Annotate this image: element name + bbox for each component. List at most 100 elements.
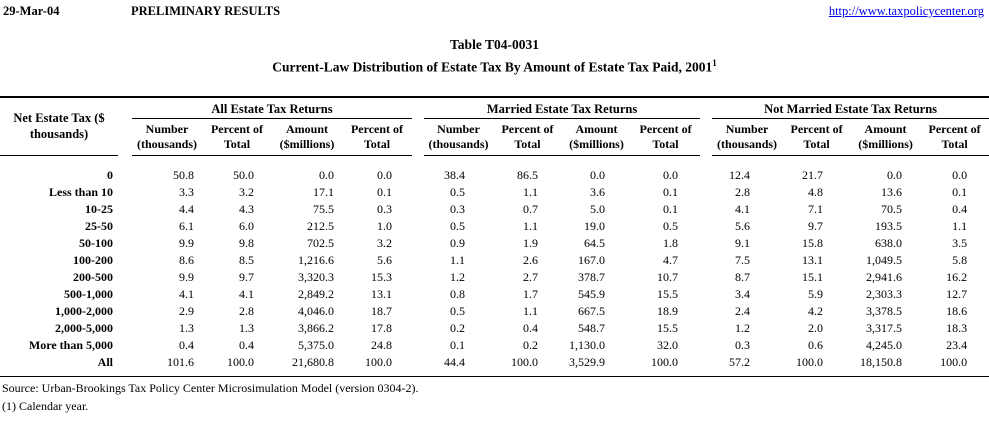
group-header-married: Married Estate Tax Returns bbox=[424, 98, 701, 119]
cell: 4.4 bbox=[179, 202, 194, 216]
cell: 0.4 bbox=[179, 338, 194, 352]
column-gap bbox=[700, 303, 712, 320]
taxpolicycenter-link[interactable]: http://www.taxpolicycenter.org bbox=[828, 4, 984, 18]
cell: 1.1 bbox=[450, 253, 466, 267]
column-header-amount: Amount ($millions) bbox=[851, 118, 921, 156]
cell: 1.7 bbox=[523, 287, 539, 301]
table-subtitle: Current-Law Distribution of Estate Tax B… bbox=[0, 58, 989, 76]
column-gap bbox=[412, 252, 424, 269]
column-gap bbox=[700, 167, 712, 184]
cell: 57.2 bbox=[729, 355, 751, 369]
cell: 5.6 bbox=[377, 253, 393, 267]
cell: 702.5 bbox=[307, 236, 334, 250]
column-gap bbox=[412, 167, 424, 184]
column-header-row: Number (thousands) Percent of Total Amou… bbox=[0, 118, 989, 156]
column-gap bbox=[700, 218, 712, 235]
column-header-number: Number (thousands) bbox=[132, 118, 202, 156]
column-gap bbox=[118, 320, 132, 337]
column-header-number: Number (thousands) bbox=[424, 118, 494, 156]
column-gap bbox=[412, 354, 424, 371]
cell: 7.1 bbox=[808, 202, 824, 216]
column-header-percent: Percent of Total bbox=[202, 118, 272, 156]
row-label: More than 5,000 bbox=[28, 338, 113, 352]
table-row: 1,000-2,000 2.9 2.8 4,046.0 18.7 0.5 1.1… bbox=[0, 303, 989, 320]
row-label: 25-50 bbox=[85, 219, 113, 233]
row-label: 0 bbox=[107, 168, 113, 182]
column-gap bbox=[118, 252, 132, 269]
cell: 75.5 bbox=[313, 202, 334, 216]
cell: 2.6 bbox=[523, 253, 539, 267]
column-gap bbox=[118, 98, 132, 155]
cell: 16.2 bbox=[946, 270, 968, 284]
cell: 2.0 bbox=[808, 321, 824, 335]
cell: 19.0 bbox=[584, 219, 606, 233]
footnote-1: (1) Calendar year. bbox=[2, 399, 89, 413]
column-gap bbox=[700, 320, 712, 337]
cell: 17.1 bbox=[313, 185, 334, 199]
row-label: 1,000-2,000 bbox=[55, 304, 113, 318]
row-label: All bbox=[97, 355, 113, 369]
cell: 3.2 bbox=[377, 236, 393, 250]
cell: 638.0 bbox=[875, 236, 903, 250]
cell: 4,046.0 bbox=[298, 304, 334, 318]
cell: 4.1 bbox=[239, 287, 254, 301]
cell: 1,130.0 bbox=[569, 338, 606, 352]
row-label: 100-200 bbox=[73, 253, 113, 267]
table-number-title: Table T04-0031 bbox=[450, 37, 539, 52]
cell: 548.7 bbox=[578, 321, 606, 335]
cell: 0.1 bbox=[952, 185, 968, 199]
cell: 3,320.3 bbox=[298, 270, 334, 284]
cell: 8.5 bbox=[239, 253, 254, 267]
cell: 15.5 bbox=[657, 287, 679, 301]
cell: 100.0 bbox=[365, 355, 393, 369]
cell: 4,245.0 bbox=[866, 338, 903, 352]
table-row: 0 50.8 50.0 0.0 0.0 38.4 86.5 0.0 0.0 12… bbox=[0, 167, 989, 184]
cell: 0.3 bbox=[450, 202, 466, 216]
column-gap bbox=[700, 201, 712, 218]
table-row: 100-200 8.6 8.5 1,216.6 5.6 1.1 2.6 167.… bbox=[0, 252, 989, 269]
table-row: 2,000-5,000 1.3 1.3 3,866.2 17.8 0.2 0.4… bbox=[0, 320, 989, 337]
cell: 0.5 bbox=[663, 219, 679, 233]
column-header-amount: Amount ($millions) bbox=[562, 118, 632, 156]
cell: 18.3 bbox=[946, 321, 968, 335]
cell: 0.2 bbox=[523, 338, 539, 352]
row-label: 200-500 bbox=[73, 270, 113, 284]
cell: 0.0 bbox=[663, 168, 679, 182]
cell: 1.1 bbox=[523, 304, 539, 318]
column-header-percent: Percent of Total bbox=[631, 118, 701, 156]
cell: 378.7 bbox=[578, 270, 606, 284]
cell: 38.4 bbox=[444, 168, 466, 182]
column-gap bbox=[118, 201, 132, 218]
cell: 4.1 bbox=[179, 287, 194, 301]
cell: 3,378.5 bbox=[866, 304, 903, 318]
column-header-amount: Amount ($millions) bbox=[272, 118, 342, 156]
cell: 50.0 bbox=[233, 168, 254, 182]
cell: 10.7 bbox=[657, 270, 679, 284]
cell: 4.3 bbox=[239, 202, 254, 216]
cell: 1.3 bbox=[239, 321, 254, 335]
cell: 1.1 bbox=[523, 219, 539, 233]
column-gap bbox=[118, 303, 132, 320]
cell: 0.4 bbox=[952, 202, 968, 216]
estate-tax-table-wrap: Net Estate Tax ($ thousands) All Estate … bbox=[0, 96, 989, 414]
spacer-cell bbox=[0, 155, 989, 167]
footnote-reference: 1 bbox=[712, 58, 717, 68]
row-header: Net Estate Tax ($ thousands) bbox=[0, 98, 118, 156]
column-gap bbox=[118, 269, 132, 286]
table-row: 200-500 9.9 9.7 3,320.3 15.3 1.2 2.7 378… bbox=[0, 269, 989, 286]
cell: 0.1 bbox=[663, 202, 679, 216]
cell: 9.9 bbox=[179, 236, 194, 250]
cell: 44.4 bbox=[444, 355, 466, 369]
cell: 32.0 bbox=[657, 338, 679, 352]
cell: 3,529.9 bbox=[569, 355, 606, 369]
table-row: 10-25 4.4 4.3 75.5 0.3 0.3 0.7 5.0 0.1 4… bbox=[0, 201, 989, 218]
cell: 18.6 bbox=[946, 304, 968, 318]
cell: 18.9 bbox=[657, 304, 679, 318]
cell: 3.5 bbox=[952, 236, 968, 250]
column-gap bbox=[412, 184, 424, 201]
cell: 0.3 bbox=[735, 338, 751, 352]
cell: 167.0 bbox=[578, 253, 606, 267]
cell: 1.3 bbox=[179, 321, 194, 335]
column-gap bbox=[412, 98, 424, 155]
cell: 86.5 bbox=[517, 168, 539, 182]
